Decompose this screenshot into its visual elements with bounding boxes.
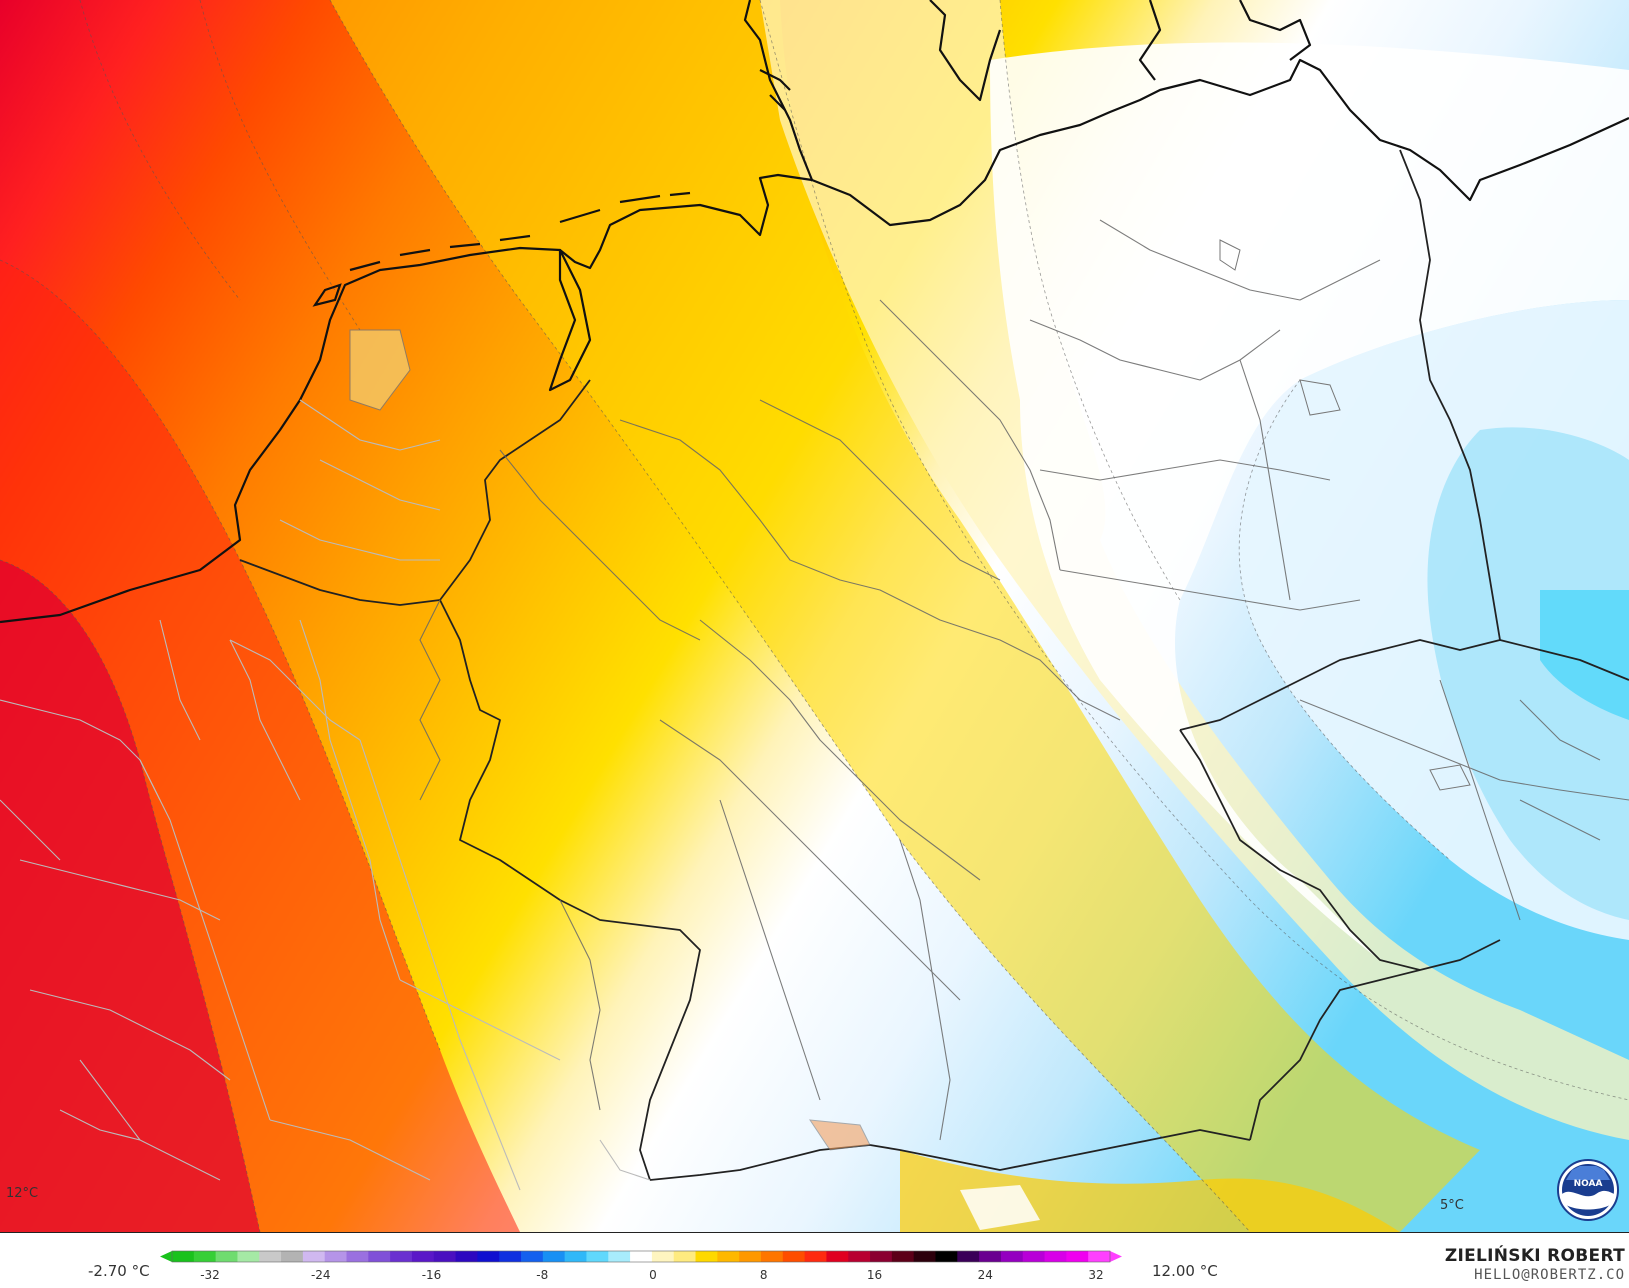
colorbar-cell (717, 1251, 740, 1262)
coastline (0, 0, 1629, 624)
band-white (990, 42, 1629, 960)
colorbar-cell (630, 1251, 653, 1262)
regional-borders (419, 219, 1629, 1141)
national-borders (239, 149, 1629, 1181)
map-label-right: 5°C (1440, 1198, 1464, 1213)
colorbar-cell (411, 1251, 435, 1262)
colorbar-cell (826, 1251, 849, 1262)
colorbar-cell (979, 1251, 1002, 1262)
colorbar-cell (1000, 1251, 1024, 1262)
colorbar-cell (651, 1251, 675, 1262)
colorbar-cell (564, 1251, 587, 1262)
colorbar-tick-label: 0 (649, 1268, 657, 1282)
colorbar-cell (346, 1251, 369, 1262)
colorbar-cell (891, 1251, 915, 1262)
colorbar-cell (673, 1251, 697, 1262)
colorbar-cell (368, 1251, 391, 1262)
colorbar-cell (870, 1251, 893, 1262)
colorbar-tick-label: -16 (422, 1268, 442, 1282)
colorbar-cell (390, 1251, 413, 1262)
colorbar-tick-label: 32 (1088, 1268, 1103, 1282)
colorbar-cell (302, 1251, 326, 1262)
colorbar-cell (913, 1251, 936, 1262)
colorbar-cell (608, 1251, 631, 1262)
noaa-logo-icon: NOAA (1556, 1158, 1620, 1222)
colorbar-tick-label: 24 (978, 1268, 993, 1282)
colorbar-cell (760, 1251, 784, 1262)
colorbar-arrow-right (1110, 1251, 1122, 1262)
colorbar-cell (215, 1251, 238, 1262)
alps-snow (960, 1185, 1040, 1230)
colorbar-cell (957, 1251, 980, 1262)
colorbar-tick-label: -8 (536, 1268, 548, 1282)
colorbar-cell (1088, 1251, 1111, 1262)
colorbar-cell (848, 1251, 871, 1262)
colorbar-cell (542, 1251, 566, 1262)
colorbar-cell (499, 1251, 522, 1262)
colorbar-cell (477, 1251, 500, 1262)
colorbar-cell (521, 1251, 544, 1262)
colorbar-cell (1066, 1251, 1089, 1262)
colorbar-outline (171, 1250, 1111, 1263)
france-regional-borders (0, 399, 651, 1191)
colorbar-cell (782, 1251, 806, 1262)
colorbar-cell (1044, 1251, 1067, 1262)
noaa-logo-text: NOAA (1574, 1179, 1603, 1189)
colorbar-cell (586, 1251, 609, 1262)
colorbar-cell (455, 1251, 478, 1262)
temperature-map[interactable]: 12°C 5°C NOAA (0, 0, 1629, 1232)
band-cyan (1540, 590, 1629, 720)
colorbar-tick-label: 8 (760, 1268, 768, 1282)
legend-min-label: -2.70 °C (88, 1262, 150, 1280)
colorbar-cell (695, 1251, 718, 1262)
author-name: ZIELIŃSKI ROBERT (1444, 1246, 1625, 1266)
isotherm-contours (0, 0, 1629, 1232)
colorbar-cell (324, 1251, 348, 1262)
colorbar-tick-label: -32 (200, 1268, 220, 1282)
band-pale-yellow (760, 0, 1629, 1140)
band-crimson (0, 560, 260, 1232)
legend-max-label: 12.00 °C (1152, 1262, 1218, 1280)
colorbar-cell (739, 1251, 762, 1262)
colorbar-cell (935, 1251, 958, 1262)
colorbar-cell (281, 1251, 304, 1262)
colorbar-tick-label: -24 (311, 1268, 331, 1282)
colorbar-cell (804, 1251, 827, 1262)
colorbar-arrow-left (160, 1251, 172, 1262)
colorbar-cell (433, 1251, 457, 1262)
band-blue (1427, 427, 1629, 920)
colorbar-tick-label: 16 (867, 1268, 882, 1282)
author-email[interactable]: HELLO@ROBERTZ.CO (1474, 1267, 1625, 1283)
colorbar-cell (172, 1251, 195, 1262)
legend-bar: -32 -24 -16 -8 0 8 16 24 32 (0, 1232, 1629, 1288)
colorbar-cell (259, 1251, 282, 1262)
band-yellow-north (330, 0, 1480, 1232)
lakes (349, 239, 1471, 1151)
frisian-islands (312, 69, 791, 307)
map-label-left: 12°C (6, 1186, 39, 1201)
colorbar: -32 -24 -16 -8 0 8 16 24 32 (160, 1250, 1122, 1282)
colorbar-cell (237, 1251, 260, 1262)
colorbar-cell (1022, 1251, 1046, 1262)
colorbar-cell (193, 1251, 217, 1262)
band-red (0, 260, 520, 1232)
